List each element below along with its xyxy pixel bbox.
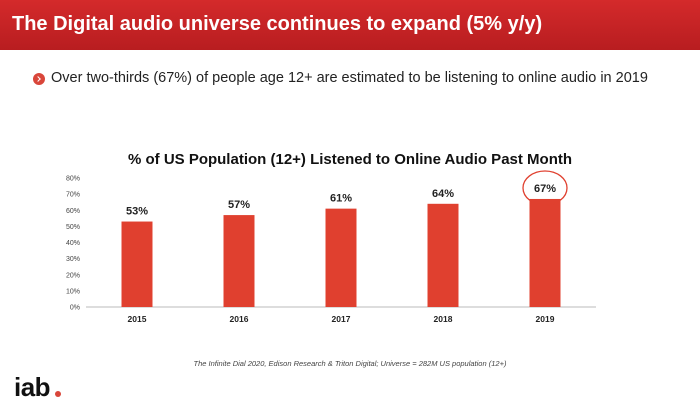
x-tick-label-2015: 2015 [128, 314, 147, 324]
bullet-arrow-icon [33, 73, 45, 85]
data-label-2015: 53% [126, 206, 148, 218]
header-banner: The Digital audio universe continues to … [0, 0, 700, 50]
key-finding-text: Over two-thirds (67%) of people age 12+ … [51, 70, 648, 86]
data-label-2016: 57% [228, 199, 250, 211]
y-tick-label: 60% [66, 208, 80, 215]
y-tick-label: 70% [66, 192, 80, 199]
x-tick-label-2016: 2016 [230, 314, 249, 324]
bar-2017 [325, 208, 357, 307]
source-note: The Infinite Dial 2020, Edison Research … [193, 359, 507, 368]
data-label-2018: 64% [432, 188, 454, 200]
bar-2016 [223, 215, 255, 307]
data-label-2017: 61% [330, 193, 352, 205]
y-tick-label: 0% [70, 305, 80, 312]
y-tick-label: 30% [66, 256, 80, 263]
y-tick-label: 10% [66, 288, 80, 295]
chart-title: % of US Population (12+) Listened to Onl… [127, 151, 573, 168]
highlight-circle [522, 170, 568, 206]
y-tick-label: 80% [66, 176, 80, 183]
x-tick-label-2017: 2017 [332, 314, 351, 324]
x-tick-label-2019: 2019 [536, 314, 555, 324]
y-tick-label: 40% [66, 240, 80, 247]
data-label-2019: 67% [534, 183, 556, 195]
page-title: The Digital audio universe continues to … [12, 13, 543, 35]
iab-logo: iab [14, 372, 51, 402]
bar-2018 [427, 203, 459, 307]
x-tick-label-2018: 2018 [434, 314, 453, 324]
y-tick-label: 20% [66, 272, 80, 279]
bar-2019 [529, 198, 561, 307]
bar-2015 [121, 221, 153, 307]
y-tick-label: 50% [66, 224, 80, 231]
logo-dot [55, 391, 61, 397]
